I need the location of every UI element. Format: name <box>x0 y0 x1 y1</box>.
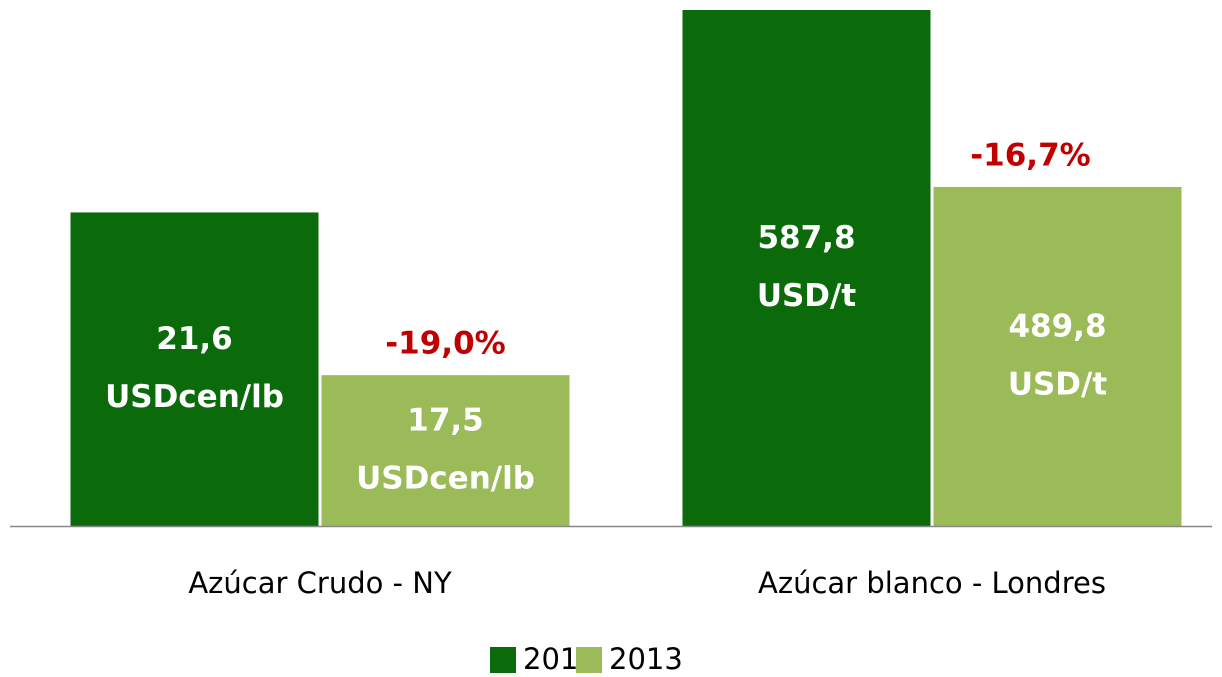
change-annotation: -16,7% <box>970 137 1090 173</box>
bar <box>321 375 570 526</box>
bar <box>682 10 931 526</box>
change-annotation: -19,0% <box>385 326 505 362</box>
x-tick-label: Azúcar blanco - Londres <box>758 566 1106 600</box>
data-label: 587,8 USD/t <box>757 220 857 314</box>
legend-label: 2013 <box>609 642 683 673</box>
x-tick-label: Azúcar Crudo - NY <box>188 566 452 600</box>
legend-swatch <box>490 647 516 673</box>
bar <box>70 212 319 526</box>
data-label: 489,8 USD/t <box>1008 308 1108 402</box>
bar <box>933 186 1182 526</box>
data-label: 21,6 USDcen/lb <box>105 321 284 415</box>
legend-swatch <box>576 647 602 673</box>
data-label: 17,5 USDcen/lb <box>356 402 535 496</box>
